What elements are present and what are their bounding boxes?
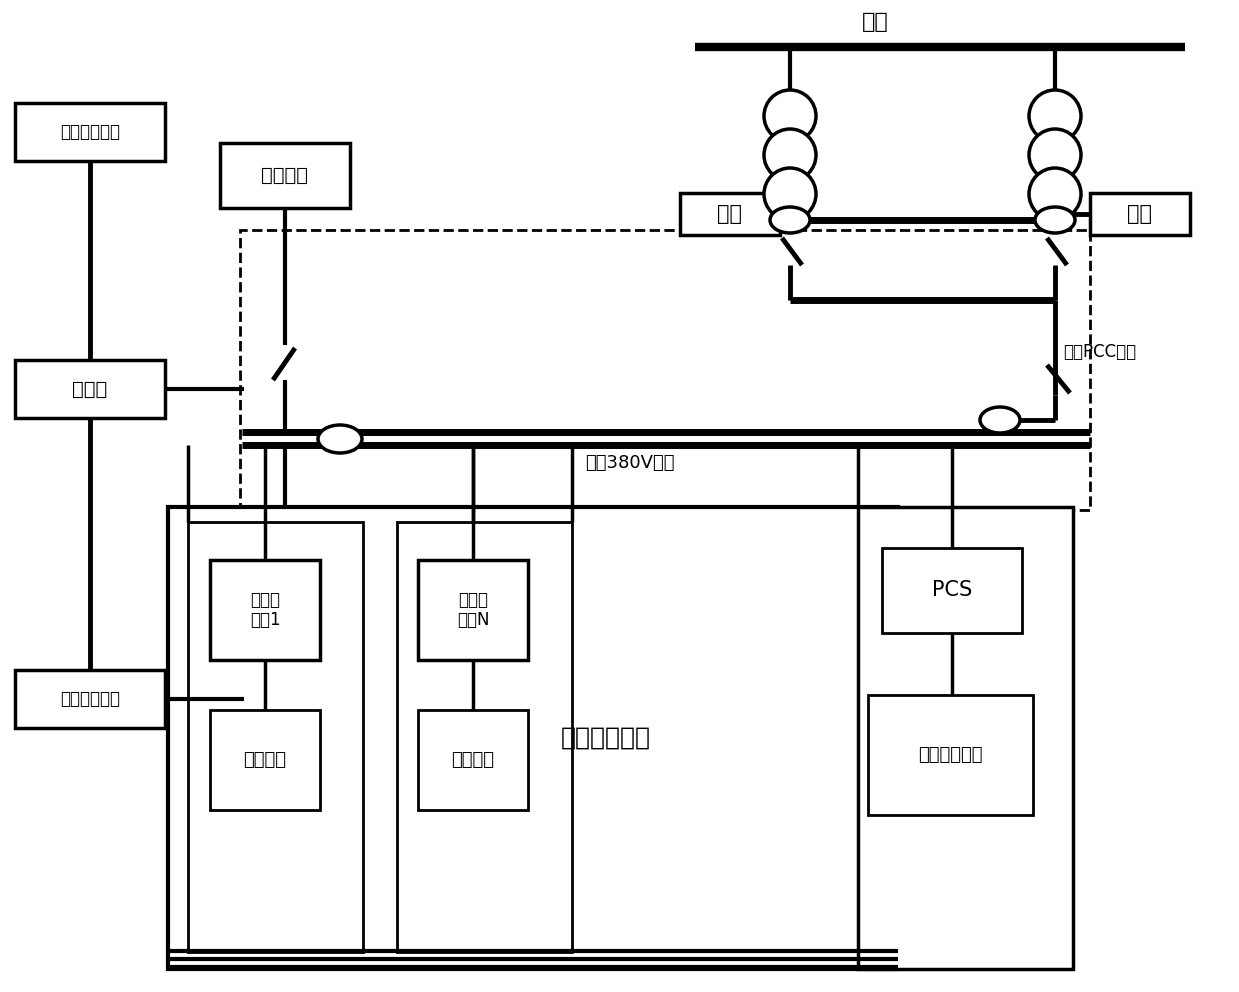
Circle shape — [764, 129, 817, 181]
Text: 光伏组件: 光伏组件 — [244, 751, 286, 769]
Bar — [869, 695, 1033, 815]
Circle shape — [764, 90, 817, 142]
Text: 负荷: 负荷 — [717, 204, 742, 224]
Bar — [857, 507, 1073, 969]
Circle shape — [764, 168, 817, 220]
Bar — [15, 670, 165, 728]
Bar — [882, 548, 1022, 633]
Text: 光伏逆
变器1: 光伏逆 变器1 — [250, 590, 280, 629]
Text: 以太网: 以太网 — [72, 380, 108, 399]
Ellipse shape — [318, 425, 362, 453]
Ellipse shape — [769, 207, 810, 233]
Text: 微网380V母线: 微网380V母线 — [585, 454, 675, 472]
Bar — [15, 103, 165, 161]
Circle shape — [1030, 168, 1080, 220]
Text: 并网PCC开关: 并网PCC开关 — [1063, 343, 1136, 361]
Bar — [396, 522, 572, 952]
Ellipse shape — [1035, 207, 1075, 233]
Text: 光伏组件: 光伏组件 — [451, 751, 494, 769]
Bar — [418, 710, 528, 810]
Ellipse shape — [980, 407, 1020, 433]
Text: 电池储能系统: 电池储能系统 — [918, 746, 983, 764]
Text: 光伏发电系统: 光伏发电系统 — [561, 726, 650, 750]
Bar — [209, 560, 320, 660]
Text: 远程监控系统: 远程监控系统 — [59, 123, 120, 141]
Bar — [418, 560, 528, 660]
Text: PCS: PCS — [932, 580, 973, 600]
Bar — [209, 710, 320, 810]
Bar — [15, 360, 165, 418]
Bar — [169, 507, 898, 969]
Text: 市电: 市电 — [861, 12, 888, 32]
Text: 微网监控系统: 微网监控系统 — [59, 690, 120, 708]
Text: 负荷: 负荷 — [1127, 204, 1152, 224]
Circle shape — [1030, 90, 1080, 142]
Bar — [221, 143, 349, 208]
Bar — [680, 193, 781, 235]
Bar — [1090, 193, 1189, 235]
Text: 光伏逆
变器N: 光伏逆 变器N — [457, 590, 489, 629]
Bar — [240, 230, 1090, 510]
Bar — [188, 522, 363, 952]
Circle shape — [1030, 129, 1080, 181]
Text: 特定负荷: 特定负荷 — [261, 166, 309, 185]
